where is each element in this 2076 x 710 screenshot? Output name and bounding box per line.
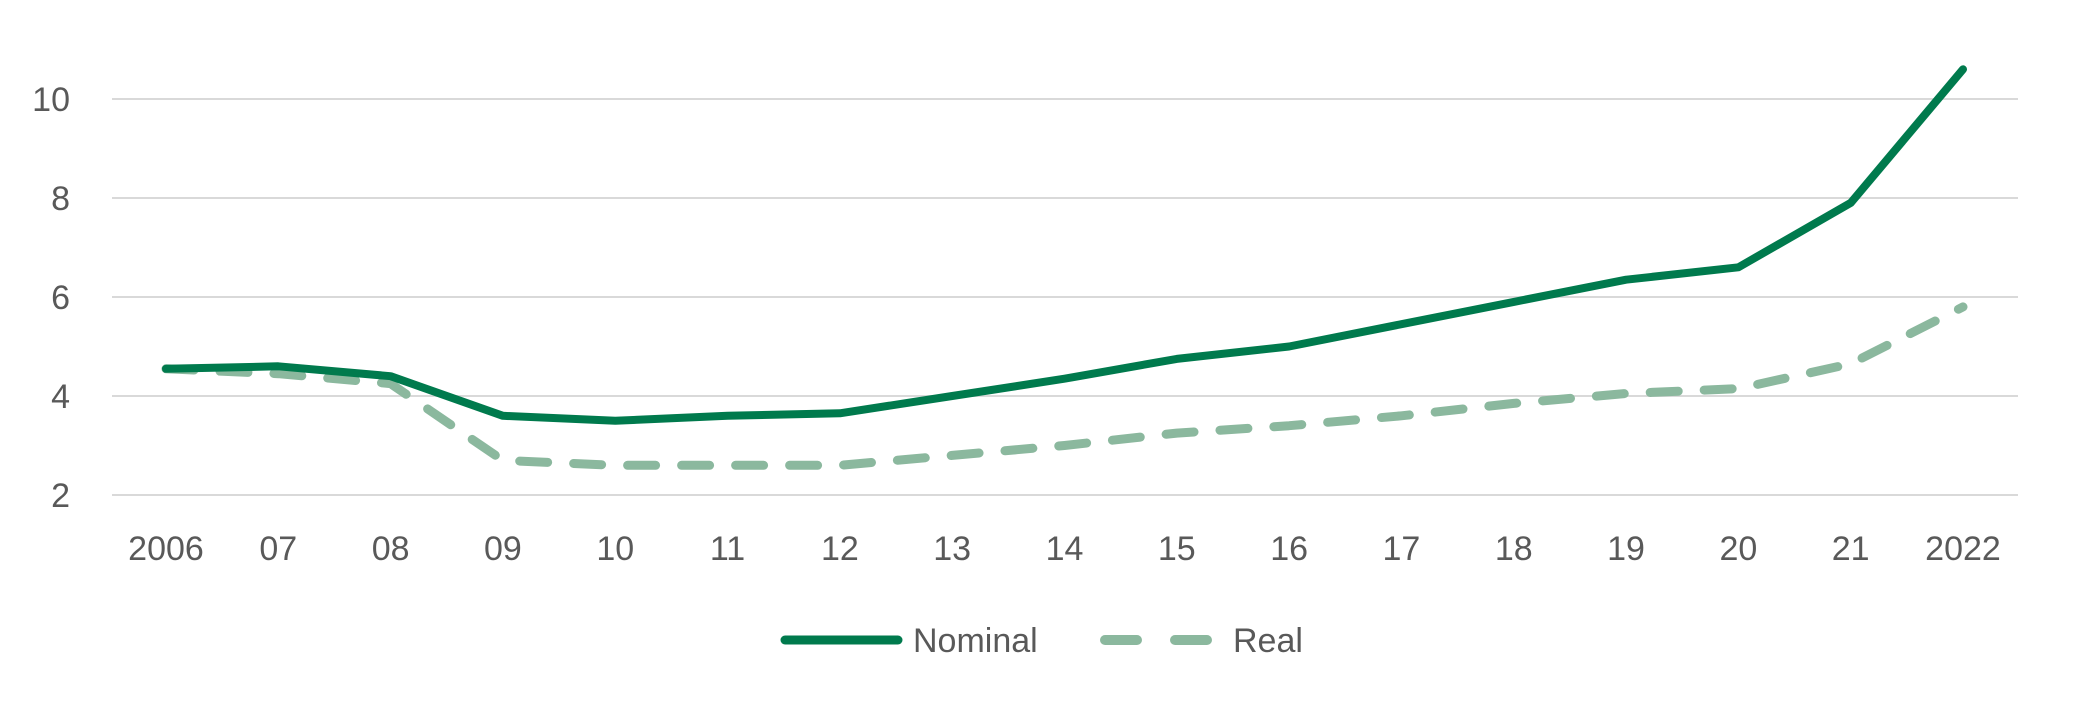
series-line-nominal	[162, 65, 1967, 425]
y-tick-label: 10	[32, 81, 70, 119]
x-tick-label: 13	[933, 530, 971, 568]
y-tick-label: 2	[51, 477, 70, 515]
x-tick-label: 15	[1158, 530, 1196, 568]
x-tick-label: 10	[596, 530, 634, 568]
x-tick-label: 2022	[1925, 530, 2001, 568]
y-tick-label: 8	[51, 180, 70, 218]
legend-label-real: Real	[1233, 622, 1303, 660]
x-tick-label: 09	[484, 530, 522, 568]
x-tick-label: 08	[372, 530, 410, 568]
x-tick-label: 16	[1270, 530, 1308, 568]
x-tick-label: 07	[259, 530, 297, 568]
series-lines	[161, 65, 1968, 470]
x-tick-label: 12	[821, 530, 859, 568]
x-axis-ticks: 2006 07 08 09 10 11 12 13 14 15 16 17 18 19 20 21 2022	[128, 530, 2001, 568]
series-line-real	[161, 302, 1968, 470]
y-tick-label: 4	[51, 378, 70, 416]
y-axis-ticks: 2 4 6 8 10	[32, 81, 70, 515]
x-tick-label: 2006	[128, 530, 204, 568]
x-tick-label: 18	[1495, 530, 1533, 568]
legend-label-nominal: Nominal	[913, 622, 1038, 660]
x-tick-label: 21	[1832, 530, 1870, 568]
gridlines	[112, 98, 2018, 496]
x-tick-label: 11	[710, 530, 745, 568]
legend: Nominal Real	[780, 622, 1303, 660]
y-tick-label: 6	[51, 279, 70, 317]
x-tick-label: 17	[1383, 530, 1421, 568]
x-tick-label: 19	[1607, 530, 1645, 568]
x-tick-label: 20	[1719, 530, 1757, 568]
x-tick-label: 14	[1046, 530, 1084, 568]
